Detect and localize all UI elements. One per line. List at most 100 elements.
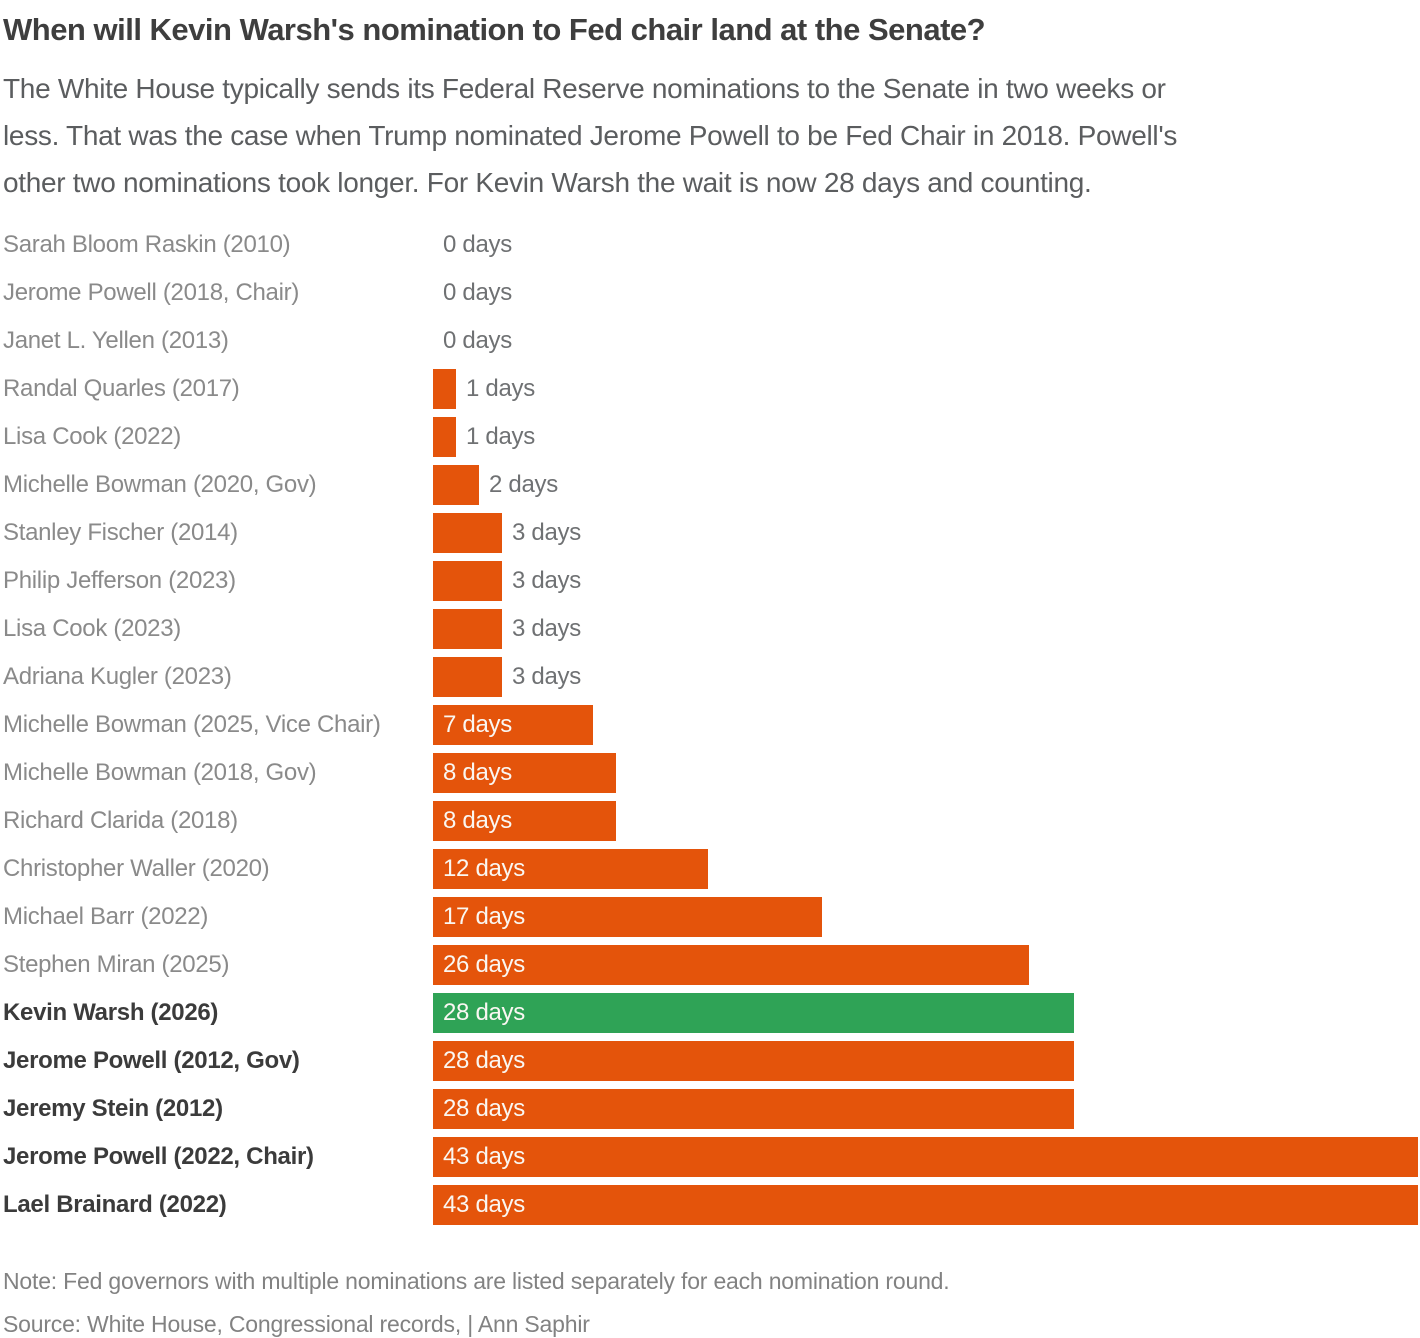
bar-area: 3 days xyxy=(433,513,1420,553)
nominee-label: Michelle Bowman (2020, Gov) xyxy=(3,471,317,498)
nominee-label: Jerome Powell (2018, Chair) xyxy=(3,279,300,306)
nominee-label: Lisa Cook (2023) xyxy=(3,615,181,642)
wait-bar: 17 days xyxy=(433,897,822,937)
bar-area: 28 days xyxy=(433,1041,1420,1081)
wait-value: 7 days xyxy=(443,711,512,738)
wait-value: 0 days xyxy=(443,279,512,306)
wait-value: 8 days xyxy=(443,807,512,834)
chart-row: Janet L. Yellen (2013) 0 days xyxy=(0,317,1420,365)
chart-row: Michelle Bowman (2020, Gov) 2 days xyxy=(0,461,1420,509)
wait-bar xyxy=(433,369,456,409)
bar-area: 0 days xyxy=(433,321,1420,361)
bar-area: 26 days xyxy=(433,945,1420,985)
bar-area: 8 days xyxy=(433,753,1420,793)
subtitle-line: other two nominations took longer. For K… xyxy=(3,167,1092,198)
chart-row: Christopher Waller (2020) 12 days xyxy=(0,845,1420,893)
highlight-bar: 28 days xyxy=(433,993,1074,1033)
chart-row: Jerome Powell (2022, Chair) 43 days xyxy=(0,1133,1420,1181)
nominee-label: Lisa Cook (2022) xyxy=(3,423,181,450)
wait-bar: 28 days xyxy=(433,1041,1074,1081)
chart-row: Michelle Bowman (2018, Gov) 8 days xyxy=(0,749,1420,797)
wait-value: 3 days xyxy=(512,567,581,594)
chart-row: Stephen Miran (2025) 26 days xyxy=(0,941,1420,989)
wait-bar: 28 days xyxy=(433,1089,1074,1129)
nominee-label: Janet L. Yellen (2013) xyxy=(3,327,229,354)
nominee-label: Sarah Bloom Raskin (2010) xyxy=(3,231,291,258)
wait-bar xyxy=(433,417,456,457)
chart-row: Philip Jefferson (2023) 3 days xyxy=(0,557,1420,605)
nominee-label: Christopher Waller (2020) xyxy=(3,855,270,882)
bar-area: 43 days xyxy=(433,1137,1420,1177)
wait-value: 8 days xyxy=(443,759,512,786)
source-line: Source: White House, Congressional recor… xyxy=(3,1311,590,1337)
bar-area: 28 days xyxy=(433,993,1420,1033)
wait-value: 28 days xyxy=(443,999,525,1026)
wait-bar: 8 days xyxy=(433,801,616,841)
bar-area: 2 days xyxy=(433,465,1420,505)
wait-value: 43 days xyxy=(443,1143,525,1170)
wait-value: 0 days xyxy=(443,327,512,354)
wait-value: 28 days xyxy=(443,1095,525,1122)
bar-area: 12 days xyxy=(433,849,1420,889)
nominee-label: Adriana Kugler (2023) xyxy=(3,663,232,690)
nominee-label: Stanley Fischer (2014) xyxy=(3,519,238,546)
nominee-label: Philip Jefferson (2023) xyxy=(3,567,236,594)
chart-row: Michael Barr (2022) 17 days xyxy=(0,893,1420,941)
bar-area: 0 days xyxy=(433,225,1420,265)
wait-bar: 43 days xyxy=(433,1137,1418,1177)
page-title: When will Kevin Warsh's nomination to Fe… xyxy=(3,12,986,47)
wait-value: 12 days xyxy=(443,855,525,882)
chart-row: Sarah Bloom Raskin (2010) 0 days xyxy=(0,221,1420,269)
bar-area: 3 days xyxy=(433,609,1420,649)
nominee-label: Jerome Powell (2012, Gov) xyxy=(3,1047,300,1074)
wait-bar xyxy=(433,609,502,649)
wait-bar: 8 days xyxy=(433,753,616,793)
chart-row: Randal Quarles (2017) 1 days xyxy=(0,365,1420,413)
bar-area: 43 days xyxy=(433,1185,1420,1225)
wait-bar xyxy=(433,513,502,553)
wait-bar: 7 days xyxy=(433,705,593,745)
nominee-label: Stephen Miran (2025) xyxy=(3,951,230,978)
nominee-label: Michelle Bowman (2025, Vice Chair) xyxy=(3,711,381,738)
nominee-label: Richard Clarida (2018) xyxy=(3,807,238,834)
chart-row: Kevin Warsh (2026) 28 days xyxy=(0,989,1420,1037)
wait-value: 3 days xyxy=(512,663,581,690)
wait-value: 26 days xyxy=(443,951,525,978)
nominee-label: Michelle Bowman (2018, Gov) xyxy=(3,759,317,786)
wait-bar xyxy=(433,465,479,505)
chart-rows: Sarah Bloom Raskin (2010) 0 days Jerome Po… xyxy=(0,221,1420,1229)
wait-value: 1 days xyxy=(466,423,535,450)
bar-area: 7 days xyxy=(433,705,1420,745)
bar-area: 3 days xyxy=(433,561,1420,601)
wait-value: 0 days xyxy=(443,231,512,258)
bar-area: 1 days xyxy=(433,369,1420,409)
wait-bar: 26 days xyxy=(433,945,1029,985)
wait-value: 3 days xyxy=(512,519,581,546)
wait-value: 1 days xyxy=(466,375,535,402)
chart-row: Lisa Cook (2023) 3 days xyxy=(0,605,1420,653)
nominee-label: Randal Quarles (2017) xyxy=(3,375,240,402)
wait-value: 3 days xyxy=(512,615,581,642)
wait-bar xyxy=(433,657,502,697)
chart-row: Richard Clarida (2018) 8 days xyxy=(0,797,1420,845)
nominee-label: Lael Brainard (2022) xyxy=(3,1191,227,1218)
bar-area: 8 days xyxy=(433,801,1420,841)
wait-bar xyxy=(433,561,502,601)
bar-area: 17 days xyxy=(433,897,1420,937)
subtitle-line: less. That was the case when Trump nomin… xyxy=(3,120,1178,151)
nominee-label: Jeremy Stein (2012) xyxy=(3,1095,223,1122)
subtitle-line: The White House typically sends its Fede… xyxy=(3,73,1166,104)
chart-row: Jeremy Stein (2012) 28 days xyxy=(0,1085,1420,1133)
wait-value: 17 days xyxy=(443,903,525,930)
chart-subtitle: The White House typically sends its Fede… xyxy=(3,65,1420,206)
chart-row: Stanley Fischer (2014) 3 days xyxy=(0,509,1420,557)
bar-area: 0 days xyxy=(433,273,1420,313)
chart-row: Jerome Powell (2018, Chair) 0 days xyxy=(0,269,1420,317)
bar-area: 1 days xyxy=(433,417,1420,457)
nominee-label: Michael Barr (2022) xyxy=(3,903,209,930)
wait-value: 43 days xyxy=(443,1191,525,1218)
wait-bar: 12 days xyxy=(433,849,708,889)
bar-area: 3 days xyxy=(433,657,1420,697)
nominee-label: Jerome Powell (2022, Chair) xyxy=(3,1143,314,1170)
